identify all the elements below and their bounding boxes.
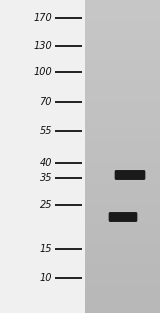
Text: 10: 10 (40, 273, 52, 283)
Text: 100: 100 (33, 67, 52, 77)
Text: 170: 170 (33, 13, 52, 23)
Text: 130: 130 (33, 41, 52, 51)
Text: 70: 70 (40, 97, 52, 107)
FancyBboxPatch shape (109, 213, 137, 221)
Text: 15: 15 (40, 244, 52, 254)
Text: 40: 40 (40, 158, 52, 168)
Text: 55: 55 (40, 126, 52, 136)
Bar (0, 0, 85, 313)
Text: 25: 25 (40, 200, 52, 210)
Text: 35: 35 (40, 173, 52, 183)
FancyBboxPatch shape (115, 171, 145, 179)
